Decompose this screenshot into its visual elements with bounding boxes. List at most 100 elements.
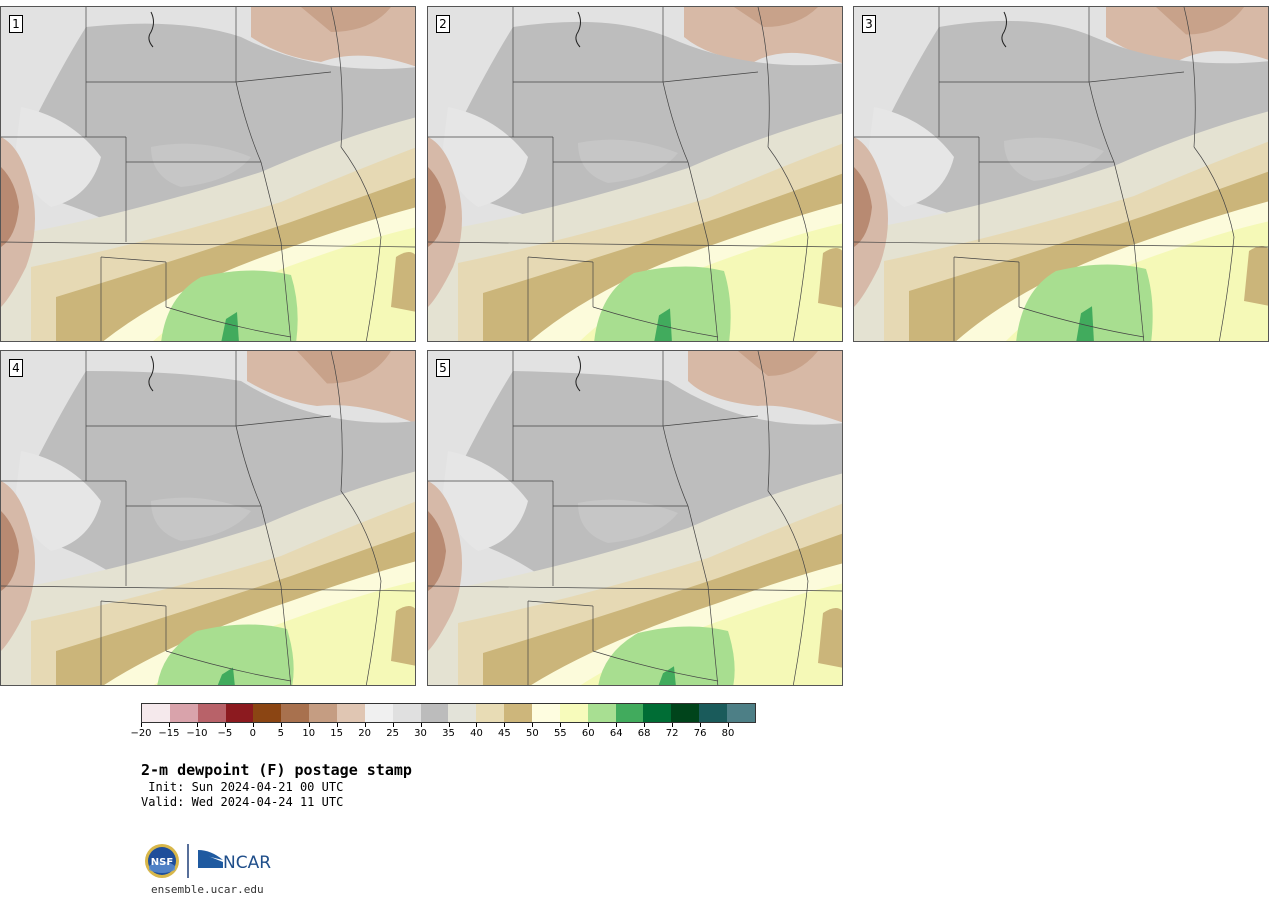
dry-area [1, 167, 19, 247]
state-boundary [792, 580, 809, 685]
colorbar-tick-label: 68 [637, 728, 651, 739]
moisture-band-45 [391, 252, 415, 312]
colorbar-tick-label: 40 [470, 728, 483, 739]
state-boundary [165, 306, 292, 338]
dewpoint-map [428, 7, 842, 341]
moisture-band-64 [1076, 306, 1094, 341]
state-boundary [1133, 241, 1145, 341]
colorbar-segment [197, 704, 226, 722]
dry-area [151, 143, 251, 187]
dry-area [151, 497, 251, 541]
colorbar-tick-label: 35 [442, 728, 455, 739]
state-boundary [100, 600, 167, 607]
moisture-band-60 [598, 626, 735, 685]
member-2-map-panel: 2 [427, 6, 843, 342]
state-boundary [1088, 81, 1115, 163]
state-boundary [428, 585, 842, 592]
state-boundary [1, 585, 415, 592]
dry-area [301, 7, 391, 32]
colorbar-segment [448, 704, 477, 722]
dry-area [443, 107, 528, 207]
colorbar-tick [364, 723, 366, 727]
colorbar-tick-label: −5 [217, 728, 233, 739]
logos: NSF NCAR [145, 844, 271, 878]
state-boundary [1, 241, 415, 248]
river [148, 11, 154, 48]
state-boundary [792, 236, 809, 341]
state-boundary [707, 241, 719, 341]
colorbar-segment [281, 704, 310, 722]
state-boundary [340, 490, 382, 582]
dry-area [458, 371, 842, 589]
dewpoint-map [428, 351, 842, 685]
colorbar-segment [420, 704, 449, 722]
colorbar-tick [141, 723, 142, 727]
colorbar-tick [196, 723, 198, 727]
colorbar-tick [448, 723, 450, 727]
moisture-band-45 [391, 606, 415, 666]
dry-area [16, 451, 101, 551]
dry-area [734, 7, 818, 27]
dry-area [684, 7, 842, 64]
dry-area [1004, 137, 1104, 181]
colorbar-tick [560, 723, 562, 727]
state-boundary [662, 71, 759, 83]
svg-text:NCAR: NCAR [223, 853, 271, 873]
dewpoint-map [854, 7, 1268, 341]
valid-time: Valid: Wed 2024-04-24 11 UTC [141, 795, 344, 809]
moisture-band-60 [594, 266, 731, 341]
colorbar-segment [559, 704, 588, 722]
colorbar-tick-label: 55 [553, 728, 567, 739]
colorbar-segment [253, 704, 282, 722]
moisture-band-45 [818, 608, 842, 668]
dry-area [297, 351, 391, 384]
dry-area [31, 23, 415, 233]
member-label: 4 [9, 359, 23, 377]
colorbar-segment [169, 704, 198, 722]
state-boundary [1193, 146, 1235, 238]
colorbar-tick [168, 723, 170, 727]
colorbar-tick [728, 723, 730, 727]
state-boundaries [428, 7, 842, 341]
colorbar-segment [643, 704, 672, 722]
moisture-band-45 [818, 248, 842, 308]
state-boundary [235, 81, 262, 163]
colorbar-tick [616, 723, 618, 727]
dry-area [578, 139, 678, 183]
nsf-logo: NSF [145, 844, 179, 878]
colorbar-tick-label: 5 [277, 728, 284, 739]
colorbar-segment [587, 704, 616, 722]
colorbar-tick [280, 723, 282, 727]
river [1001, 11, 1007, 48]
dry-area [428, 511, 446, 591]
member-label: 3 [862, 15, 876, 33]
dewpoint-map [1, 7, 415, 341]
colorbar-segment [476, 704, 505, 722]
moisture-band-60 [1016, 264, 1153, 341]
colorbar-tick [532, 723, 534, 727]
colorbar-tick-label: 50 [525, 728, 539, 739]
colorbar-segment [364, 704, 393, 722]
state-boundary [854, 241, 1268, 248]
moisture-band-64 [658, 666, 676, 685]
state-boundary [235, 71, 332, 83]
colorbar-segment [142, 704, 170, 722]
state-boundaries [1, 351, 415, 685]
colorbar-segment [392, 704, 421, 722]
state-boundary [767, 490, 809, 582]
colorbar-tick-label: 10 [302, 728, 316, 739]
colorbar-segment [671, 704, 700, 722]
state-boundary [1088, 71, 1185, 83]
member-label: 2 [436, 15, 450, 33]
colorbar-tick-label: −10 [186, 728, 208, 739]
colorbar-segment [615, 704, 644, 722]
website-link[interactable]: ensemble.ucar.edu [151, 883, 264, 896]
state-boundary [260, 161, 282, 243]
dry-area [738, 351, 818, 376]
state-boundary [260, 505, 282, 587]
colorbar-tick-label: 20 [358, 728, 371, 739]
state-boundary [235, 425, 262, 507]
state-boundary [687, 161, 709, 243]
moisture-band-45 [1244, 246, 1268, 306]
state-boundary [280, 585, 292, 685]
